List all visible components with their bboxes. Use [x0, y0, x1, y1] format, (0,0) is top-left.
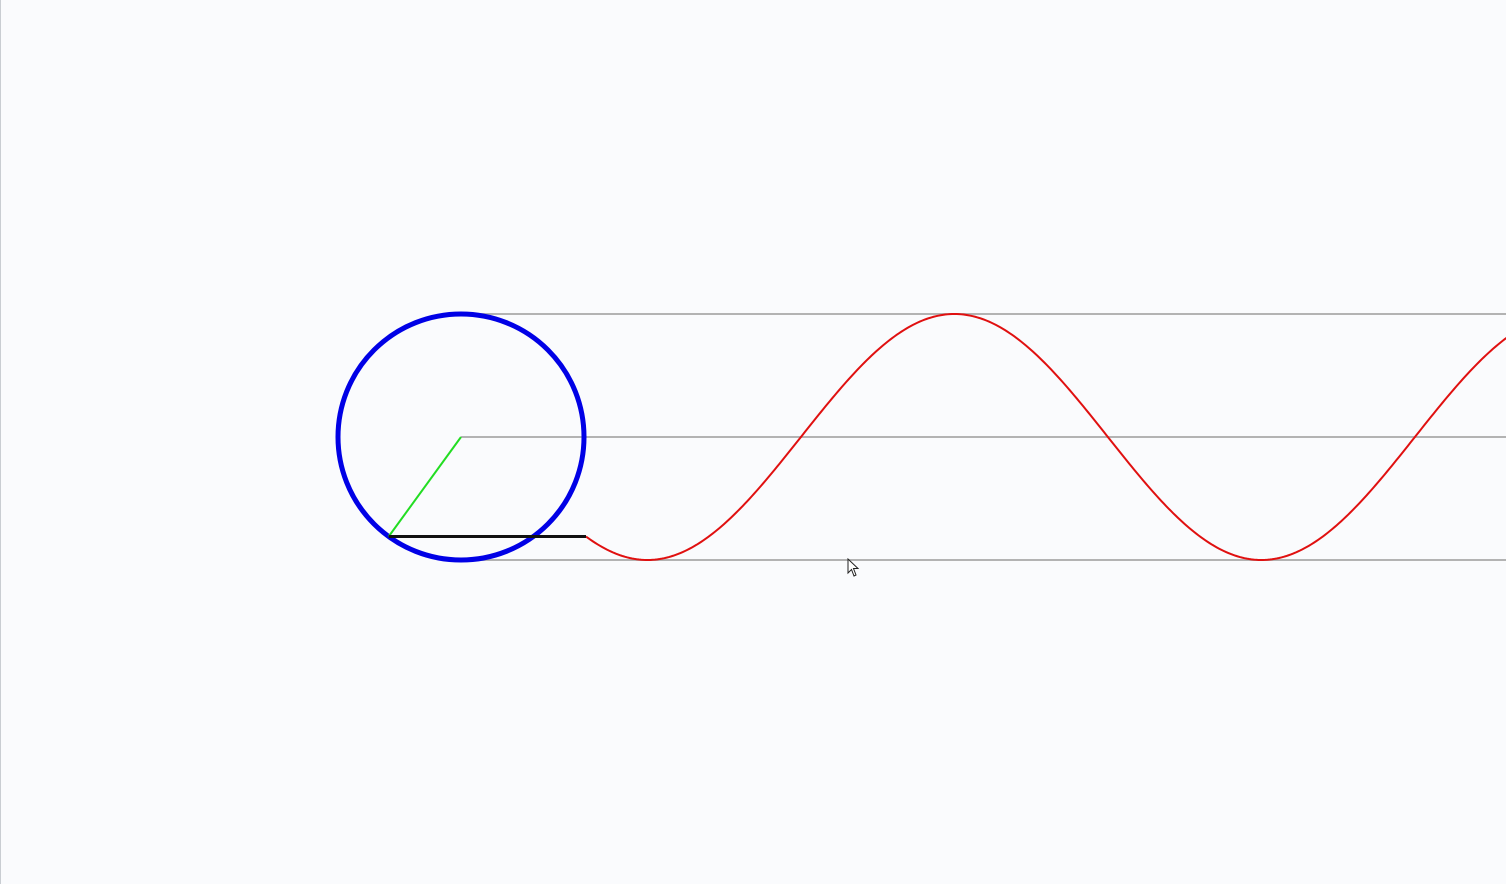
sine-wave-curve [585, 312, 1506, 562]
unit-circle [335, 311, 587, 563]
arrow-pointer-icon [847, 558, 860, 577]
radius-line [387, 436, 462, 538]
